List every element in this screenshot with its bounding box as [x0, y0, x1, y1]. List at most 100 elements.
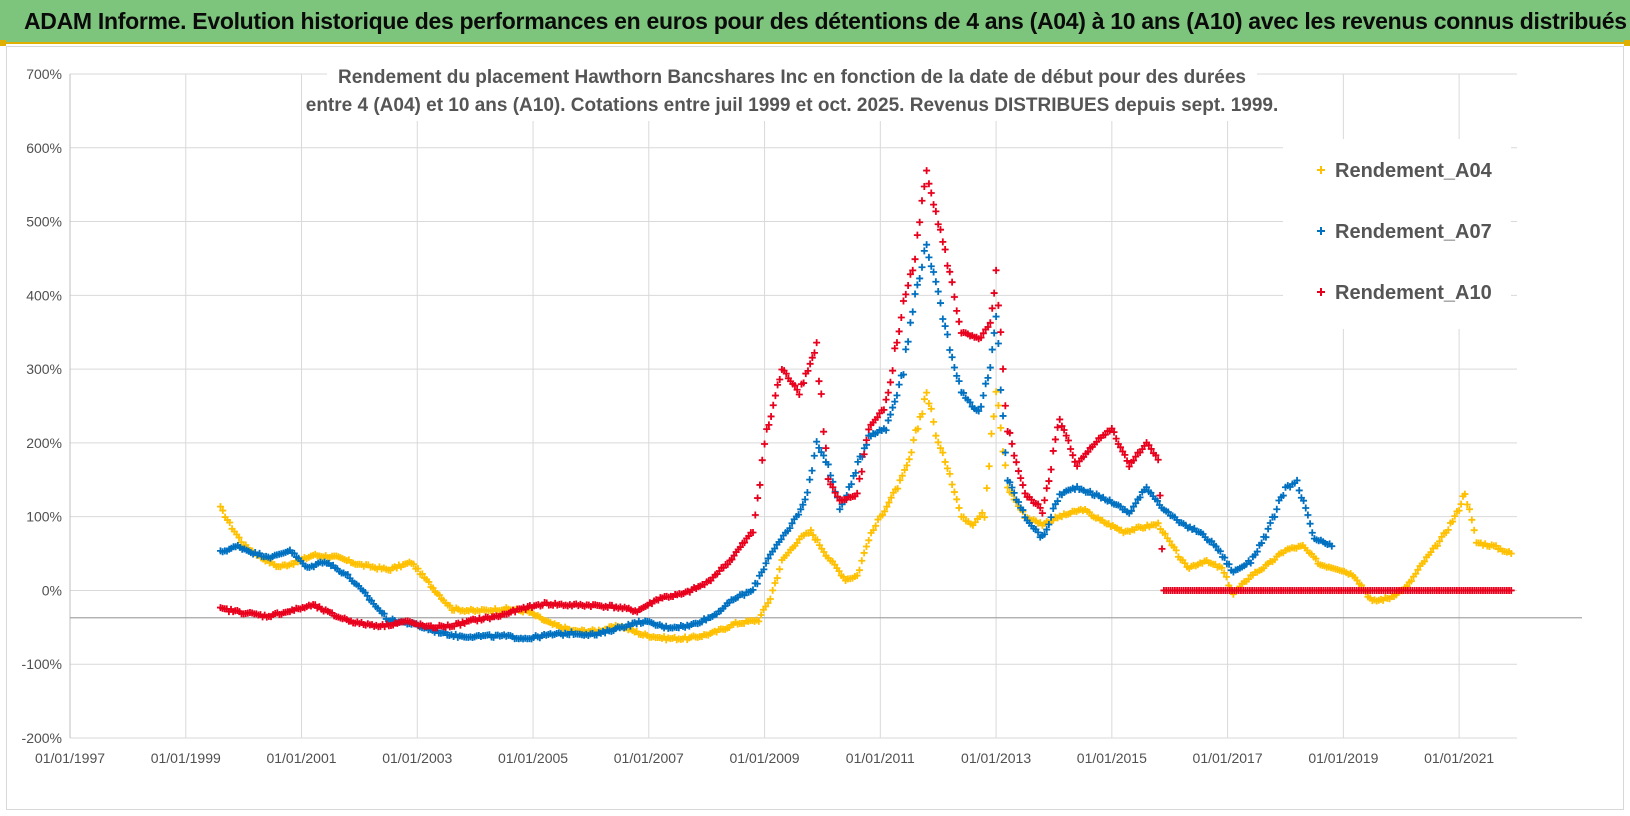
data-point	[833, 492, 841, 500]
data-point	[997, 386, 1005, 394]
series-Rendement_A10	[216, 167, 1515, 632]
data-point	[1073, 462, 1081, 470]
data-point	[1300, 497, 1308, 505]
data-point	[948, 353, 956, 361]
data-point	[865, 425, 873, 433]
data-point	[1221, 554, 1229, 562]
data-point	[978, 509, 986, 517]
legend-label: Rendement_A07	[1335, 221, 1492, 243]
data-point	[749, 586, 757, 594]
data-point	[950, 364, 958, 372]
x-tick-label: 01/01/1999	[151, 750, 221, 766]
data-point	[1049, 504, 1057, 512]
data-point	[1064, 437, 1072, 445]
data-point	[939, 315, 947, 323]
data-point	[410, 560, 418, 568]
data-point	[777, 535, 785, 543]
y-tick-label: 300%	[26, 361, 62, 377]
data-point	[934, 288, 942, 296]
data-point	[920, 247, 928, 255]
data-point	[1047, 513, 1055, 521]
data-point	[1164, 508, 1172, 516]
data-point	[820, 451, 828, 459]
data-point	[1407, 577, 1415, 585]
y-tick-label: 400%	[26, 287, 62, 303]
data-point	[985, 462, 993, 470]
x-tick-label: 01/01/2019	[1308, 750, 1378, 766]
data-point	[776, 565, 784, 573]
data-point	[997, 424, 1005, 432]
data-point	[1172, 546, 1180, 554]
y-tick-label: 100%	[26, 509, 62, 525]
y-tick-label: 500%	[26, 214, 62, 230]
data-point	[982, 380, 990, 388]
data-point	[769, 401, 777, 409]
data-point	[1051, 435, 1059, 443]
data-point	[763, 425, 771, 433]
data-point	[795, 390, 803, 398]
data-point	[937, 444, 945, 452]
data-point	[884, 389, 892, 397]
data-point	[1451, 512, 1459, 520]
data-point	[1086, 487, 1094, 495]
data-point	[769, 586, 777, 594]
data-point	[1438, 533, 1446, 541]
data-point	[776, 376, 784, 384]
data-point	[1306, 520, 1314, 528]
data-point	[862, 436, 870, 444]
data-point	[807, 526, 815, 534]
data-point	[918, 263, 926, 271]
data-point	[827, 471, 835, 479]
data-point	[1060, 426, 1068, 434]
data-point	[1436, 537, 1444, 545]
data-point	[932, 278, 940, 286]
data-point	[1463, 501, 1471, 509]
data-point	[771, 392, 779, 400]
data-point	[999, 365, 1007, 373]
data-point	[1117, 443, 1125, 451]
data-point	[906, 319, 914, 327]
data-point	[429, 584, 437, 592]
data-point	[1470, 526, 1478, 534]
data-point	[771, 579, 779, 587]
data-point	[990, 329, 998, 337]
data-point	[290, 549, 298, 557]
data-point	[1043, 484, 1051, 492]
x-tick-label: 01/01/2005	[498, 750, 568, 766]
data-point	[975, 407, 983, 415]
y-tick-label: -200%	[22, 730, 62, 746]
data-point	[1218, 564, 1226, 572]
data-point	[1058, 422, 1066, 430]
data-point	[764, 554, 772, 562]
x-tick-label: 01/01/2013	[961, 750, 1031, 766]
data-point	[800, 379, 808, 387]
data-point	[955, 504, 963, 512]
data-point	[1012, 458, 1020, 466]
data-point	[986, 319, 994, 327]
data-point	[1019, 481, 1027, 489]
data-point	[918, 197, 926, 205]
data-point	[1108, 425, 1116, 433]
data-point	[872, 522, 880, 530]
data-point	[1245, 575, 1253, 583]
data-point	[1054, 423, 1062, 431]
data-point	[762, 602, 770, 610]
data-point	[816, 541, 824, 549]
data-point	[901, 466, 909, 474]
data-point	[815, 444, 823, 452]
data-point	[1158, 545, 1166, 553]
data-point	[1121, 451, 1129, 459]
data-point	[1006, 478, 1014, 486]
data-point	[1279, 492, 1287, 500]
data-point	[920, 395, 928, 403]
data-point	[986, 364, 994, 372]
data-point	[1069, 451, 1077, 459]
data-point	[941, 458, 949, 466]
data-point	[1010, 452, 1018, 460]
data-point	[885, 498, 893, 506]
data-point	[1036, 504, 1044, 512]
data-point	[860, 450, 868, 458]
data-point	[771, 544, 779, 552]
data-point	[1101, 431, 1109, 439]
data-point	[1444, 526, 1452, 534]
